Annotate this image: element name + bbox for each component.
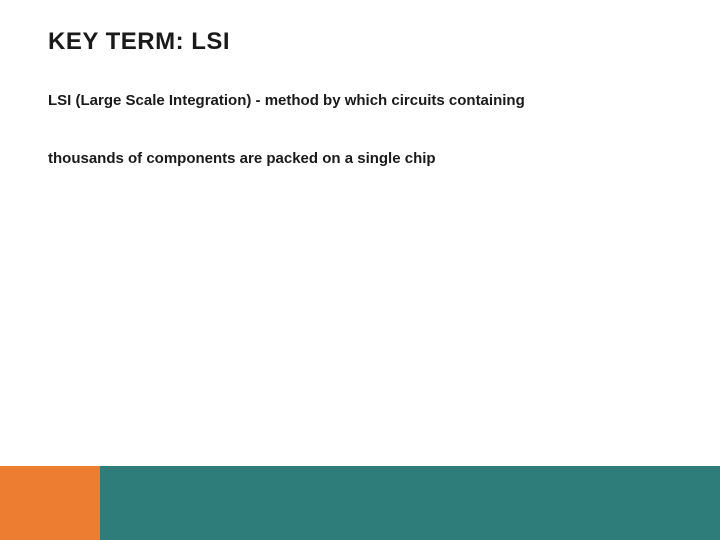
slide: KEY TERM: LSI LSI (Large Scale Integrati… (0, 0, 720, 540)
slide-title: KEY TERM: LSI (48, 28, 230, 56)
footer-bar (0, 466, 720, 540)
definition-line-2: thousands of components are packed on a … (48, 150, 436, 167)
footer-teal-block (100, 466, 720, 540)
footer-orange-block (0, 466, 100, 540)
definition-line-1: LSI (Large Scale Integration) - method b… (48, 92, 525, 109)
